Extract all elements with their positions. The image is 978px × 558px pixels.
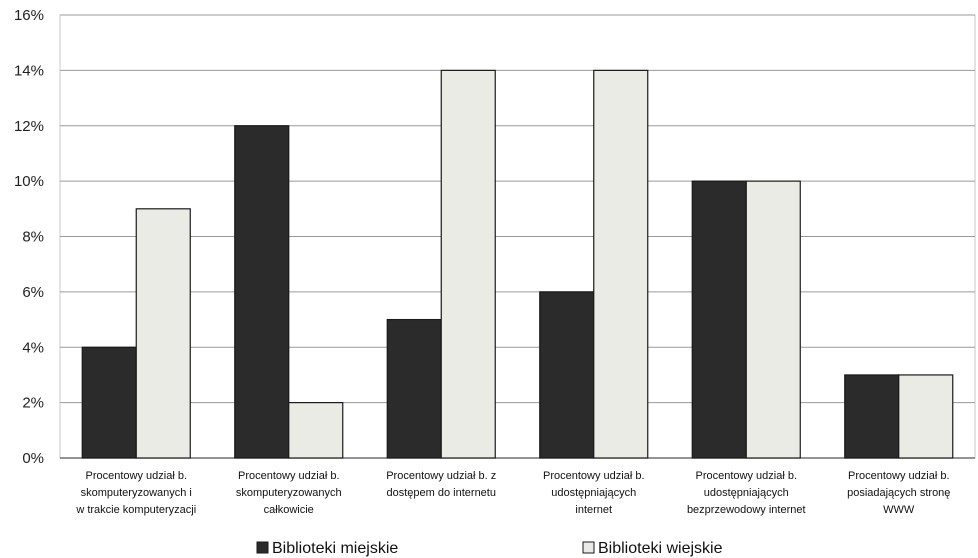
bar-miejskie: [539, 291, 595, 459]
category-label: Procentowy udział b.: [238, 470, 340, 482]
category-label: udostępniających: [551, 487, 636, 499]
bar-wiejskie: [593, 69, 649, 459]
bar-miejskie: [691, 180, 747, 459]
legend-swatch: [256, 541, 269, 554]
category-label: bezprzewodowy internet: [687, 504, 806, 516]
bar-wiejskie: [745, 180, 801, 459]
bar-miejskie: [844, 374, 900, 459]
category-label: WWW: [883, 504, 915, 516]
category-label: w trakcie komputeryzacji: [75, 504, 196, 516]
bar-wiejskie: [135, 208, 191, 459]
category-label: Procentowy udział b.: [848, 470, 950, 482]
y-tick-label: 14%: [14, 62, 44, 79]
y-tick-label: 2%: [22, 395, 44, 412]
y-tick-label: 8%: [22, 229, 44, 246]
bar-miejskie: [386, 318, 442, 459]
legend-swatch: [582, 541, 595, 554]
y-tick-label: 4%: [22, 339, 44, 356]
category-label: dostępem do internetu: [387, 487, 496, 499]
category-label: posiadających stronę: [847, 487, 950, 499]
category-label: skomputeryzowanych i: [81, 487, 192, 499]
y-tick-label: 12%: [14, 118, 44, 135]
category-label: udostępniających: [704, 487, 789, 499]
legend-label: Biblioteki miejskie: [272, 540, 398, 557]
bar-wiejskie: [898, 374, 954, 459]
category-label: Procentowy udział b.: [543, 470, 645, 482]
bar-wiejskie: [440, 69, 496, 459]
category-label: całkowicie: [264, 504, 314, 516]
bar-wiejskie: [288, 402, 344, 459]
bar-miejskie: [81, 346, 137, 459]
category-label: internet: [575, 504, 612, 516]
y-tick-label: 16%: [14, 7, 44, 24]
legend-label: Biblioteki wiejskie: [598, 540, 723, 557]
category-label: Procentowy udział b.: [696, 470, 798, 482]
y-tick-label: 6%: [22, 284, 44, 301]
category-label: Procentowy udział b. z: [386, 470, 496, 482]
y-tick-label: 0%: [22, 450, 44, 467]
bar-miejskie: [234, 125, 290, 459]
category-label: Procentowy udział b.: [86, 470, 188, 482]
y-tick-label: 10%: [14, 173, 44, 190]
category-label: skomputeryzowanych: [236, 487, 342, 499]
